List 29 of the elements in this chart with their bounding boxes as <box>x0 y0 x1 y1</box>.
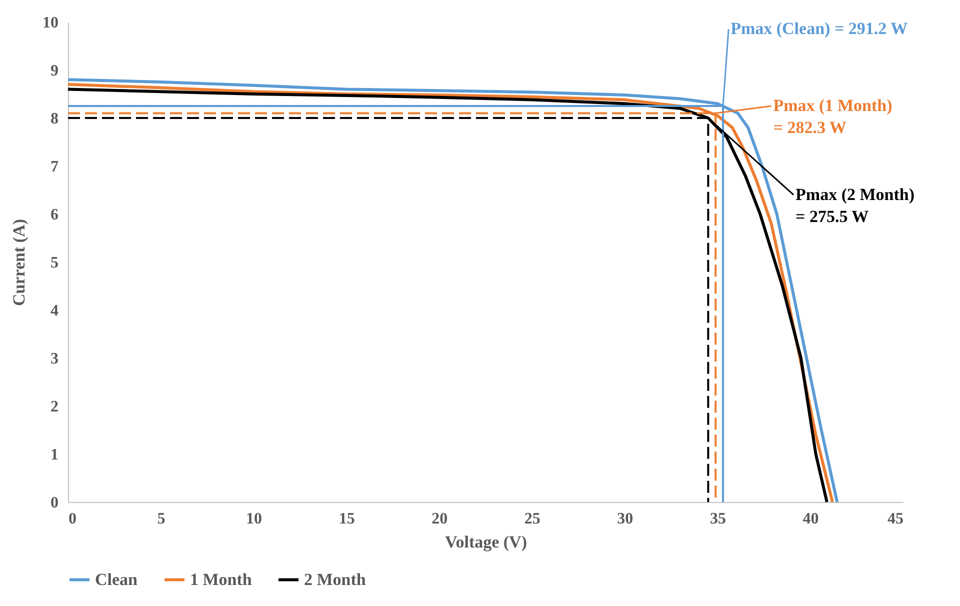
legend-label: 2 Month <box>304 570 366 589</box>
y-tick-label: 6 <box>50 206 58 224</box>
y-tick-label: 1 <box>50 446 58 464</box>
y-tick-label: 8 <box>50 110 58 128</box>
annotation: Pmax (1 Month) = 282.3 W <box>773 96 892 137</box>
x-tick-label: 5 <box>157 510 166 528</box>
legend-label: 1 Month <box>190 570 252 589</box>
annotation: Pmax (2 Month) = 275.5 W <box>796 184 915 226</box>
y-axis-title: Current (A) <box>10 218 28 306</box>
x-tick-label: 35 <box>710 510 726 528</box>
x-tick-label: 15 <box>338 510 355 528</box>
x-tick-label: 40 <box>802 510 819 528</box>
y-tick-label: 3 <box>50 350 58 368</box>
y-tick-label: 0 <box>50 494 58 512</box>
x-axis-title: Voltage (V) <box>445 532 527 552</box>
x-tick-label: 30 <box>617 510 634 528</box>
x-tick-label: 20 <box>432 510 448 528</box>
legend-label: Clean <box>95 570 138 589</box>
x-tick-label: 25 <box>524 510 540 528</box>
y-tick-label: 9 <box>50 62 58 80</box>
y-tick-label: 2 <box>50 398 58 416</box>
y-tick-label: 4 <box>50 302 58 320</box>
annotation: Pmax (Clean) = 291.2 W <box>730 19 908 38</box>
x-tick-label: 10 <box>246 510 262 528</box>
y-tick-label: 10 <box>42 14 58 32</box>
y-tick-label: 5 <box>50 254 58 272</box>
y-tick-label: 7 <box>50 158 58 176</box>
x-tick-label: 45 <box>888 510 904 528</box>
x-tick-label: 0 <box>68 510 76 528</box>
